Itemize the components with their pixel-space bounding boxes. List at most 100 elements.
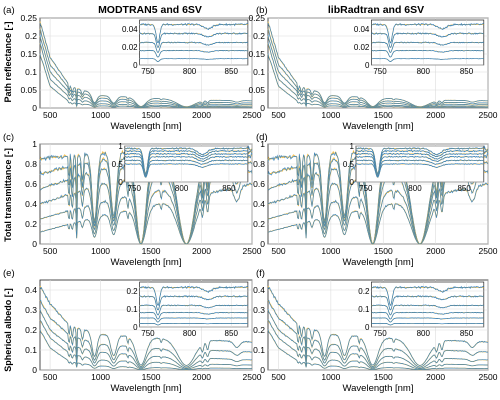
chart-panel: (d) 500 1000 1500 2000 2500 0 0.2 0.4 0.6 0.8 1 Wave…	[253, 132, 498, 268]
series-line-model	[39, 29, 252, 108]
x-tick-label: 2500	[243, 372, 262, 382]
series-line-model	[39, 329, 252, 371]
series-line-model	[267, 22, 489, 108]
x-tick-label: 1500	[142, 246, 161, 256]
inset-series-line-model	[124, 149, 249, 175]
series-line-model	[267, 319, 489, 370]
x-tick-label: 2000	[426, 110, 445, 120]
y-tick-label: 0.2	[253, 31, 265, 41]
x-tick-label: 2000	[192, 246, 211, 256]
inset-chart: 750 800 850 0 0.5 1	[112, 142, 249, 193]
y-tick-label: 0.2	[253, 219, 265, 229]
inset-x-tick-label: 800	[183, 67, 197, 76]
x-tick-label: 1000	[321, 372, 340, 382]
inset-series-line-model	[355, 155, 484, 177]
series-line-model	[39, 299, 253, 368]
y-tick-label: 0.6	[25, 179, 37, 189]
y-tick-label: 0.4	[25, 285, 37, 295]
inset-series-line-model	[371, 32, 484, 48]
x-tick-label: 1000	[321, 110, 340, 120]
y-tick-label: 0.3	[25, 305, 37, 315]
inset-y-tick-label: 0	[118, 178, 123, 187]
x-axis-label: Wavelength [nm]	[343, 383, 414, 394]
inset-series-line-model	[139, 58, 248, 62]
inset-y-tick-label: 1	[118, 142, 123, 151]
y-tick-label: 0.2	[25, 31, 37, 41]
inset-y-tick-label: 0	[133, 323, 138, 332]
x-tick-label: 2000	[426, 246, 445, 256]
x-tick-label: 1500	[374, 372, 393, 382]
panel-label: (e)	[3, 268, 15, 279]
inset-series-line-model	[139, 41, 249, 53]
inset-chart: 750 800 850 0 0.1 0.2	[358, 281, 485, 338]
x-tick-label: 2500	[479, 246, 498, 256]
y-tick-label: 0.4	[253, 199, 265, 209]
inset-series-line-model	[371, 322, 484, 326]
inset-series-line-model	[371, 311, 484, 320]
inset-series-line-model	[124, 163, 249, 178]
x-tick-label: 1000	[321, 246, 340, 256]
inset-series-line-model	[139, 322, 248, 326]
inset-y-tick-label: 0	[365, 323, 370, 332]
chart-panel: (b) 500 1000 1500 2000 2500 0 0.05 0.1 0.15 0.2 0.2…	[248, 5, 497, 132]
series-line-model	[267, 182, 489, 245]
y-tick-label: 0.2	[253, 325, 265, 335]
inset-series-line-model	[139, 285, 249, 306]
y-tick-label: 0.3	[253, 305, 265, 315]
inset-series-line-model	[371, 58, 484, 62]
y-tick-label: 0	[32, 239, 37, 249]
series-line-model	[39, 22, 253, 108]
inset-y-tick-label: 0.5	[343, 160, 355, 169]
chart-panel: (a)500 1000 1500 2000 250000.050.10.150.20.2…	[3, 5, 262, 132]
series-line-model	[267, 308, 488, 369]
x-tick-label: 2500	[479, 110, 498, 120]
series-line-model	[267, 34, 488, 108]
x-tick-label: 1500	[142, 110, 161, 120]
row-ylabel-path-reflectance: Path reflectance [-]	[3, 21, 13, 102]
inset-series-line-model	[371, 295, 484, 311]
inset-series-line-model	[371, 304, 485, 316]
x-axis-label: Wavelength [nm]	[111, 257, 182, 268]
x-tick-label: 1500	[374, 110, 393, 120]
series-line-model	[267, 329, 488, 371]
y-tick-label: 0	[32, 365, 37, 375]
x-tick-label: 1000	[91, 246, 110, 256]
y-tick-label: 0.4	[253, 285, 265, 295]
x-tick-label: 2500	[243, 110, 262, 120]
series-line-model	[39, 42, 252, 108]
inset-x-tick-label: 750	[128, 184, 142, 193]
y-tick-label: 0	[260, 365, 265, 375]
inset-y-tick-label: 0	[365, 61, 370, 70]
inset-series-line-model	[139, 49, 249, 58]
inset-y-tick-label: 1	[350, 142, 355, 151]
y-tick-label: 0.1	[25, 345, 37, 355]
row-ylabel-total-transmittance: Total transmittance [-]	[3, 148, 13, 242]
inset-series-line-model	[371, 317, 484, 323]
y-tick-label: 0.1	[253, 345, 265, 355]
inset-y-tick-label: 0.2	[127, 287, 139, 296]
x-tick-label: 500	[43, 110, 57, 120]
y-tick-label: 0.8	[253, 159, 265, 169]
chart-panel: (e)500 1000 1500 2000 250000.10.20.30.4Wavel…	[3, 268, 262, 394]
x-tick-label: 2000	[192, 372, 211, 382]
x-axis-label: Wavelength [nm]	[343, 257, 414, 268]
x-tick-label: 500	[271, 110, 285, 120]
inset-y-tick-label: 0.2	[358, 287, 370, 296]
x-axis-label: Wavelength [nm]	[111, 383, 182, 394]
panel-grid: (a)500 1000 1500 2000 250000.050.10.150.20.2…	[3, 5, 498, 394]
inset-x-tick-label: 750	[373, 67, 387, 76]
panel-label: (a)	[3, 5, 15, 16]
y-tick-label: 0	[260, 239, 265, 249]
x-tick-label: 1000	[91, 110, 110, 120]
inset-x-tick-label: 850	[460, 329, 474, 338]
inset-series-line-model	[139, 317, 248, 323]
inset-series-line-model	[124, 159, 249, 177]
inset-chart: 750 800 850 0 0.02 0.04	[354, 19, 485, 76]
x-tick-label: 1000	[91, 372, 110, 382]
y-tick-label: 0.4	[25, 199, 37, 209]
inset-y-tick-label: 0.02	[354, 43, 370, 52]
y-tick-label: 0.25	[20, 13, 37, 23]
x-tick-label: 500	[43, 372, 57, 382]
y-tick-label: 1	[260, 139, 265, 149]
inset-series-line-model	[124, 155, 249, 177]
